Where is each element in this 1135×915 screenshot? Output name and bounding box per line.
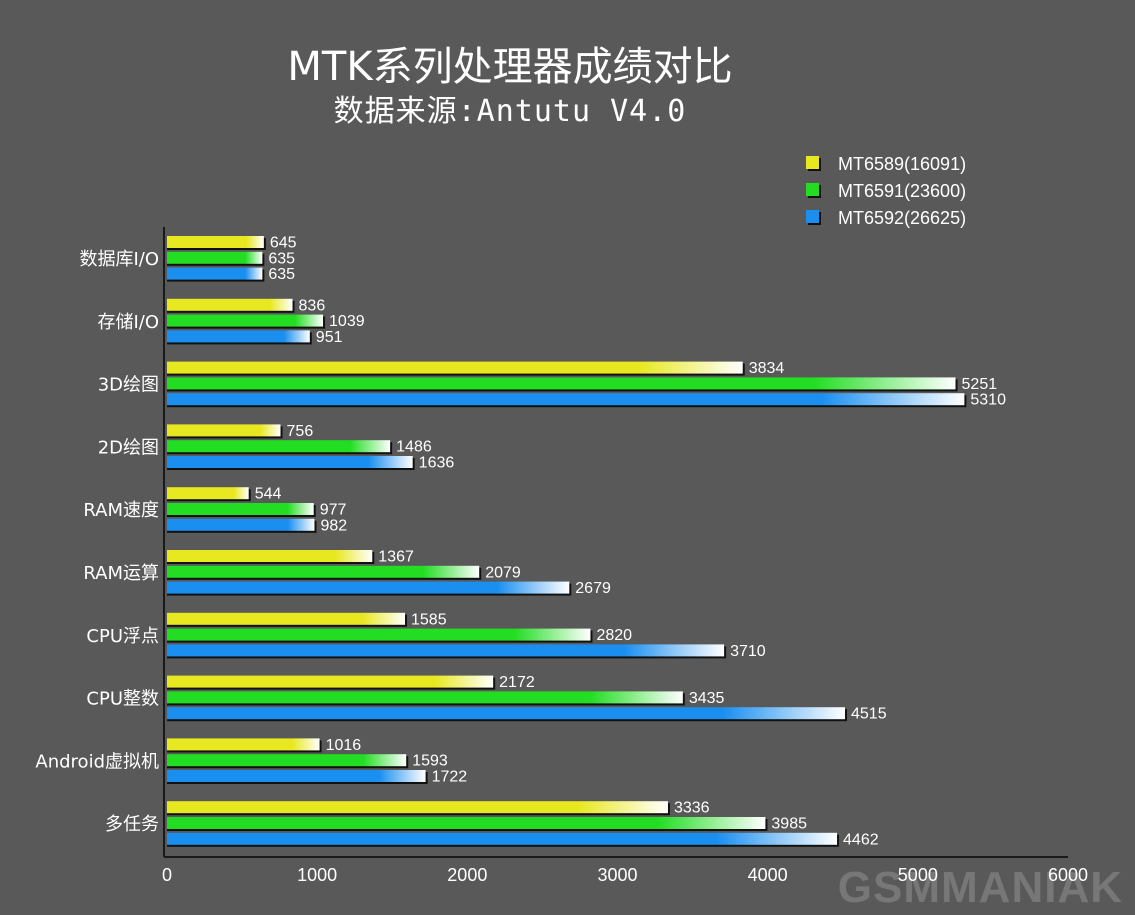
data-label: 1593 (412, 753, 448, 770)
x-tick-label: 3000 (597, 865, 637, 885)
bar (167, 456, 413, 468)
data-label: 635 (268, 266, 295, 283)
bar (167, 691, 683, 704)
bar (167, 251, 263, 264)
data-label: 1486 (396, 439, 432, 456)
data-label: 5310 (970, 392, 1006, 409)
x-tick-label: 1000 (297, 865, 337, 885)
data-label: 544 (255, 486, 282, 503)
data-label: 1367 (378, 549, 414, 566)
bar (167, 236, 264, 248)
x-tick-label: 0 (162, 865, 172, 885)
bar (167, 424, 281, 437)
legend-swatch (806, 156, 819, 169)
x-tick-label: 5000 (898, 865, 938, 885)
data-label: 3985 (771, 816, 807, 833)
data-label: 4462 (843, 831, 879, 848)
data-label: 4515 (851, 706, 887, 723)
data-label: 3435 (689, 690, 725, 707)
data-label: 1039 (329, 313, 365, 330)
bar (167, 518, 315, 531)
bar (167, 644, 725, 657)
bar (167, 770, 426, 782)
bar (167, 832, 838, 845)
data-label: 2679 (575, 580, 611, 597)
data-label: 5251 (962, 376, 998, 393)
data-label: 1722 (432, 769, 468, 786)
category-label: RAM速度 (83, 500, 159, 521)
bar (167, 817, 766, 829)
bar (167, 801, 668, 814)
data-label: 1636 (419, 455, 455, 472)
bar (167, 393, 965, 406)
data-label: 3834 (749, 360, 785, 377)
data-label: 982 (320, 517, 347, 534)
legend-label: MT6592(26625) (838, 208, 966, 228)
data-label: 635 (268, 250, 295, 267)
category-label: 3D绘图 (98, 375, 159, 396)
bar (167, 754, 407, 767)
bar (167, 298, 293, 311)
bar (167, 612, 406, 625)
data-label: 3336 (674, 800, 710, 817)
bar (167, 675, 494, 688)
bar (167, 487, 249, 500)
data-label: 951 (316, 329, 343, 346)
bar (167, 314, 324, 327)
bar (167, 628, 591, 641)
data-label: 836 (299, 297, 326, 314)
bar (167, 267, 263, 280)
category-label: CPU浮点 (86, 626, 159, 647)
category-label: Android虚拟机 (35, 751, 159, 772)
bar (167, 581, 570, 594)
data-label: 756 (287, 423, 314, 440)
category-label: 多任务 (105, 814, 159, 835)
watermark: GSMMANIAK (837, 863, 1123, 912)
bar (167, 738, 320, 751)
data-label: 1016 (326, 737, 362, 754)
data-label: 1585 (411, 611, 447, 628)
bar (167, 440, 391, 453)
chart-subtitle: 数据来源:Antutu V4.0 (333, 94, 687, 129)
x-tick-label: 2000 (447, 865, 487, 885)
bar (167, 503, 314, 515)
bar (167, 707, 846, 720)
legend-swatch (806, 183, 819, 196)
chart-title: MTK系列处理器成绩对比 (287, 44, 733, 90)
x-tick-label: 4000 (748, 865, 788, 885)
category-label: 2D绘图 (98, 437, 159, 458)
bar (167, 565, 480, 578)
legend-label: MT6591(23600) (838, 181, 966, 201)
bar (167, 377, 956, 390)
data-label: 2820 (596, 627, 632, 644)
data-label: 645 (270, 235, 297, 252)
bar (167, 361, 743, 374)
bar (167, 330, 310, 343)
data-label: 3710 (730, 643, 766, 660)
data-label: 2172 (499, 674, 535, 691)
category-label: CPU整数 (86, 689, 159, 710)
legend-label: MT6589(16091) (838, 154, 966, 174)
category-label: 数据库I/O (79, 249, 159, 270)
category-label: 存储I/O (97, 312, 159, 333)
data-label: 977 (320, 502, 347, 519)
x-tick-label: 6000 (1048, 865, 1088, 885)
data-label: 2079 (485, 564, 521, 581)
category-label: RAM运算 (83, 563, 159, 584)
bar (167, 550, 373, 562)
legend-swatch (806, 210, 819, 223)
